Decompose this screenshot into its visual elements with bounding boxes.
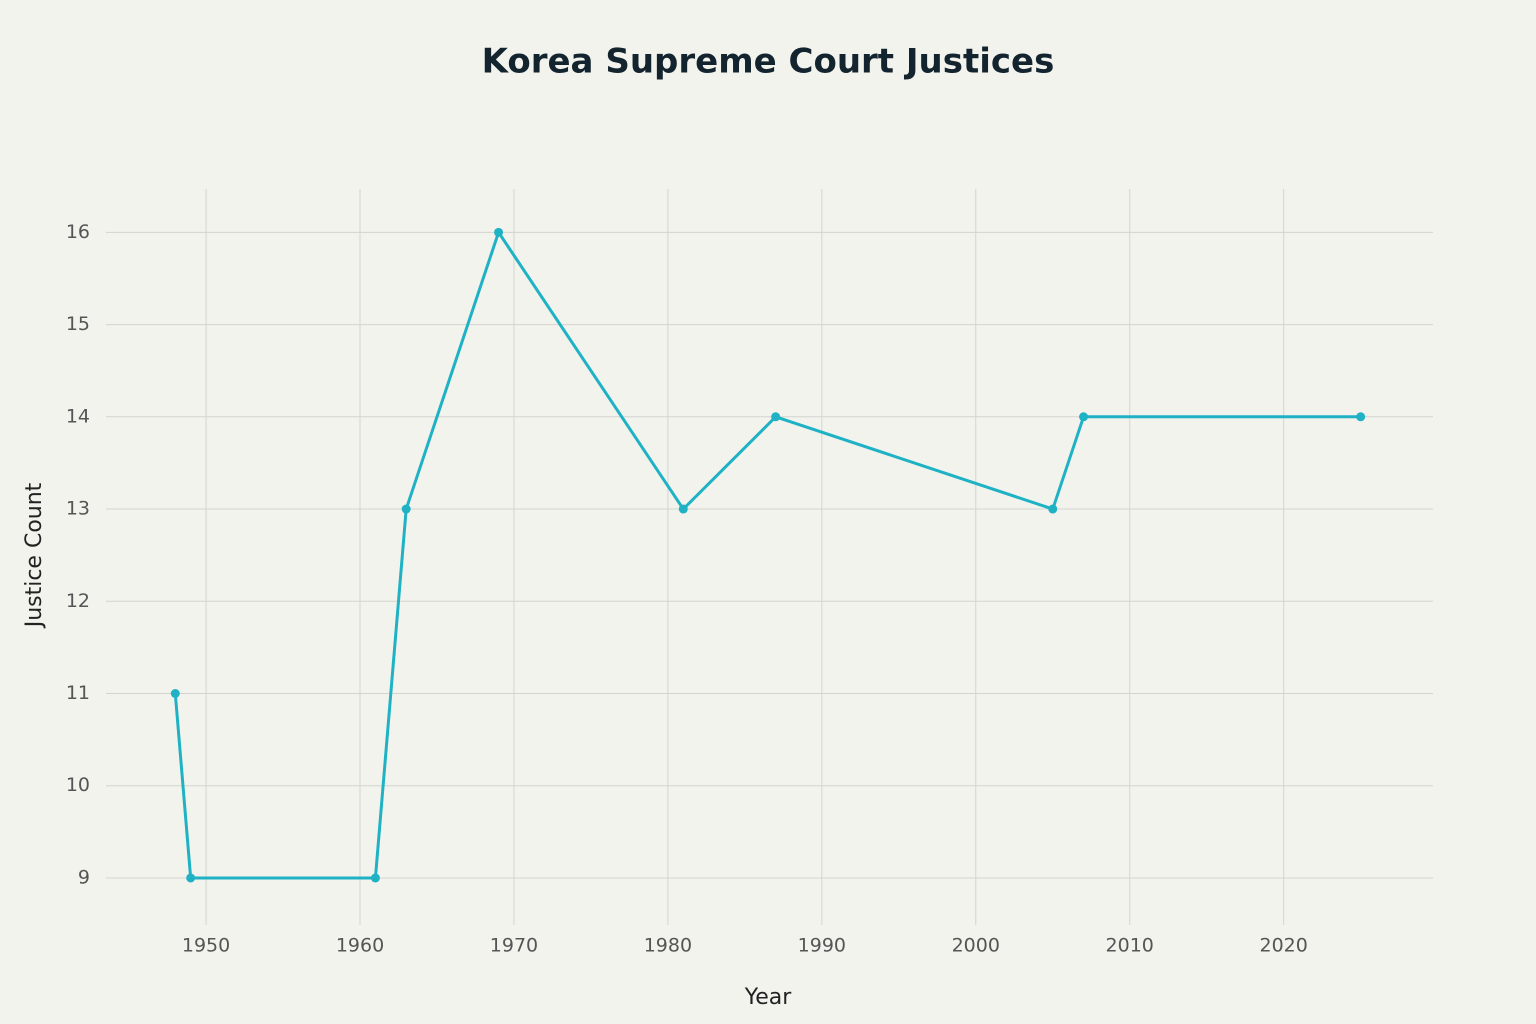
marker (771, 412, 781, 422)
x-axis-label: Year (744, 985, 793, 1010)
marker (1356, 412, 1366, 422)
x-tick-label: 2020 (1259, 935, 1307, 957)
y-tick-label: 16 (66, 221, 90, 243)
marker (186, 873, 196, 883)
marker (678, 504, 688, 514)
x-tick-label: 1950 (182, 935, 230, 957)
y-tick-label: 9 (78, 866, 90, 888)
x-tick-label: 1990 (798, 935, 846, 957)
y-axis-label: Justice Count (22, 482, 47, 629)
chart-title: Korea Supreme Court Justices (482, 42, 1055, 82)
x-tick-label: 2000 (952, 935, 1000, 957)
marker (401, 504, 411, 514)
marker (494, 227, 504, 237)
y-tick-label: 13 (66, 498, 90, 520)
y-tick-label: 12 (66, 590, 90, 612)
y-tick-label: 11 (66, 682, 90, 704)
y-tick-label: 10 (66, 774, 90, 796)
y-tick-label: 14 (66, 405, 90, 427)
y-tick-label: 15 (66, 313, 90, 335)
x-tick-label: 1980 (644, 935, 692, 957)
marker (170, 689, 180, 699)
x-tick-label: 1970 (490, 935, 538, 957)
marker (1048, 504, 1058, 514)
x-tick-label: 2010 (1106, 935, 1154, 957)
marker (370, 873, 380, 883)
marker (1079, 412, 1089, 422)
x-tick-label: 1960 (336, 935, 384, 957)
line (173, 230, 1361, 880)
